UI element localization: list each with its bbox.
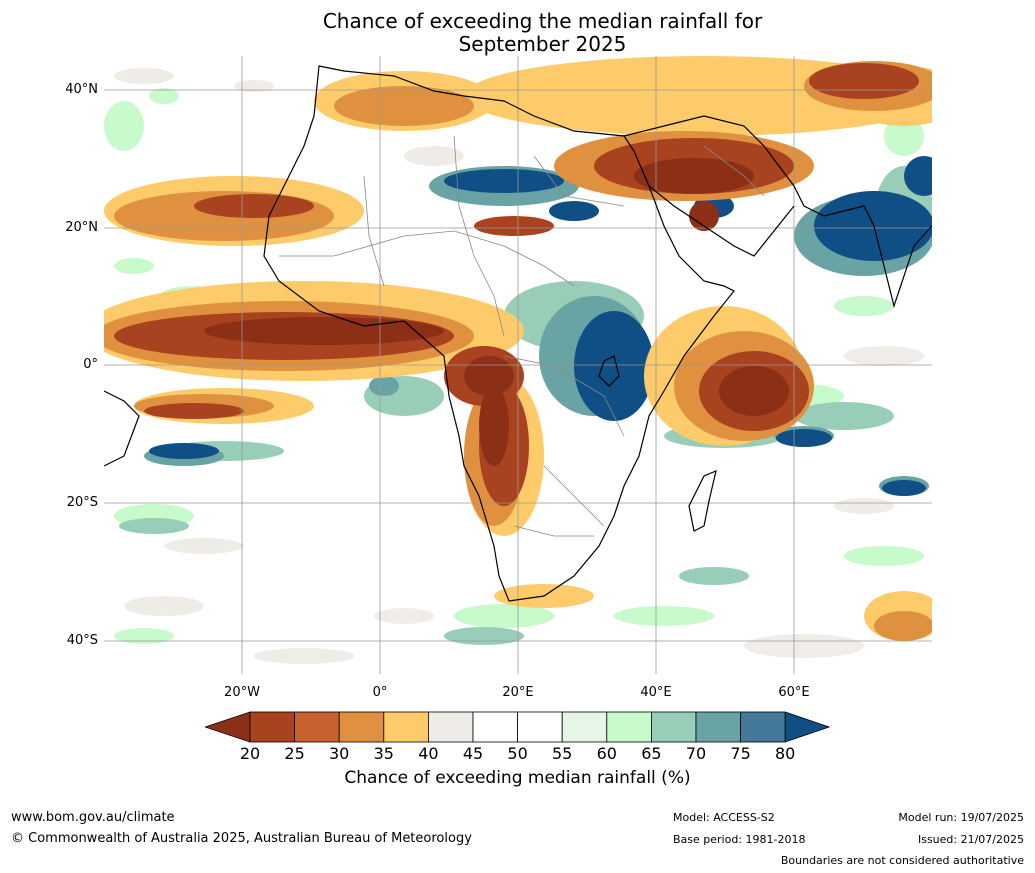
graticule [104, 56, 932, 674]
colorbar-tick-65: 65 [641, 744, 662, 763]
colorbar-tick-55: 55 [552, 744, 573, 763]
lat-label-20s: 20°S [66, 495, 98, 510]
colorbar-tick-20: 20 [239, 744, 261, 763]
colorbar-below-20 [203, 711, 251, 743]
lat-label-0: 0° [83, 357, 98, 372]
colorbar-tick-50: 50 [507, 744, 528, 763]
colorbar-bin-55-60 [561, 711, 608, 743]
colorbar-bin-20-25 [249, 711, 295, 743]
colorbar-bin-65-70 [650, 711, 697, 743]
colorbar-tick-75: 75 [730, 744, 751, 763]
footer-disclaimer: Boundaries are not considered authoritat… [780, 854, 1024, 867]
colorbar-bin-45-50 [472, 711, 518, 743]
colorbar-tick-80: 80 [775, 744, 796, 763]
colorbar-bin-25-30 [294, 711, 340, 743]
colorbar-tick-35: 35 [373, 744, 394, 763]
colorbar-title: Chance of exceeding median rainfall (%) [344, 768, 691, 788]
colorbar-above-80 [784, 711, 831, 743]
colorbar-bin-40-45 [427, 711, 474, 743]
lon-label-0: 0° [372, 685, 388, 700]
lat-label-40s: 40°S [66, 633, 98, 648]
neutral-speckle-layer [114, 68, 924, 664]
footer-copyright: © Commonwealth of Australia 2025, Austra… [11, 831, 472, 846]
footer-website: www.bom.gov.au/climate [11, 810, 175, 825]
colorbar-bin-60-65 [606, 711, 652, 743]
colorbar-tick-25: 25 [284, 744, 305, 763]
colorbar-bin-30-35 [338, 711, 385, 743]
rainfall-probability-map [104, 56, 932, 674]
colorbar-tick-40: 40 [418, 744, 439, 763]
colorbar-tick-70: 70 [685, 744, 707, 763]
lon-label-20e: 20°E [502, 685, 534, 700]
colorbar-bin-35-40 [383, 711, 429, 743]
title-line-2: September 2025 [458, 32, 627, 56]
coastlines [104, 65, 932, 602]
colorbar-bin-70-75 [695, 711, 741, 743]
lat-label-40n: 40°N [65, 82, 98, 97]
colorbar-tick-45: 45 [462, 744, 484, 763]
colorbar-bin-50-55 [517, 711, 563, 743]
map-title: Chance of exceeding the median rainfall … [200, 10, 885, 56]
country-borders [279, 135, 765, 537]
colorbar-bin-75-80 [740, 711, 786, 743]
wet-light-layer [104, 88, 924, 644]
dry-very-strong-layer [204, 158, 789, 466]
colorbar [203, 711, 831, 743]
footer-base-period: Base period: 1981-2018 [673, 833, 806, 846]
lon-label-20w: 20°W [224, 685, 260, 700]
footer-issued: Issued: 21/07/2025 [917, 833, 1024, 846]
footer-model-run: Model run: 19/07/2025 [898, 811, 1024, 824]
lat-label-20n: 20°N [65, 220, 98, 235]
lon-label-40e: 40°E [640, 685, 672, 700]
title-line-1: Chance of exceeding the median rainfall … [322, 9, 763, 33]
colorbar-tick-60: 60 [596, 744, 617, 763]
footer-model: Model: ACCESS-S2 [673, 811, 775, 824]
lon-label-60e: 60°E [778, 685, 810, 700]
colorbar-tick-30: 30 [329, 744, 350, 763]
wet-very-strong-layer [149, 156, 932, 496]
